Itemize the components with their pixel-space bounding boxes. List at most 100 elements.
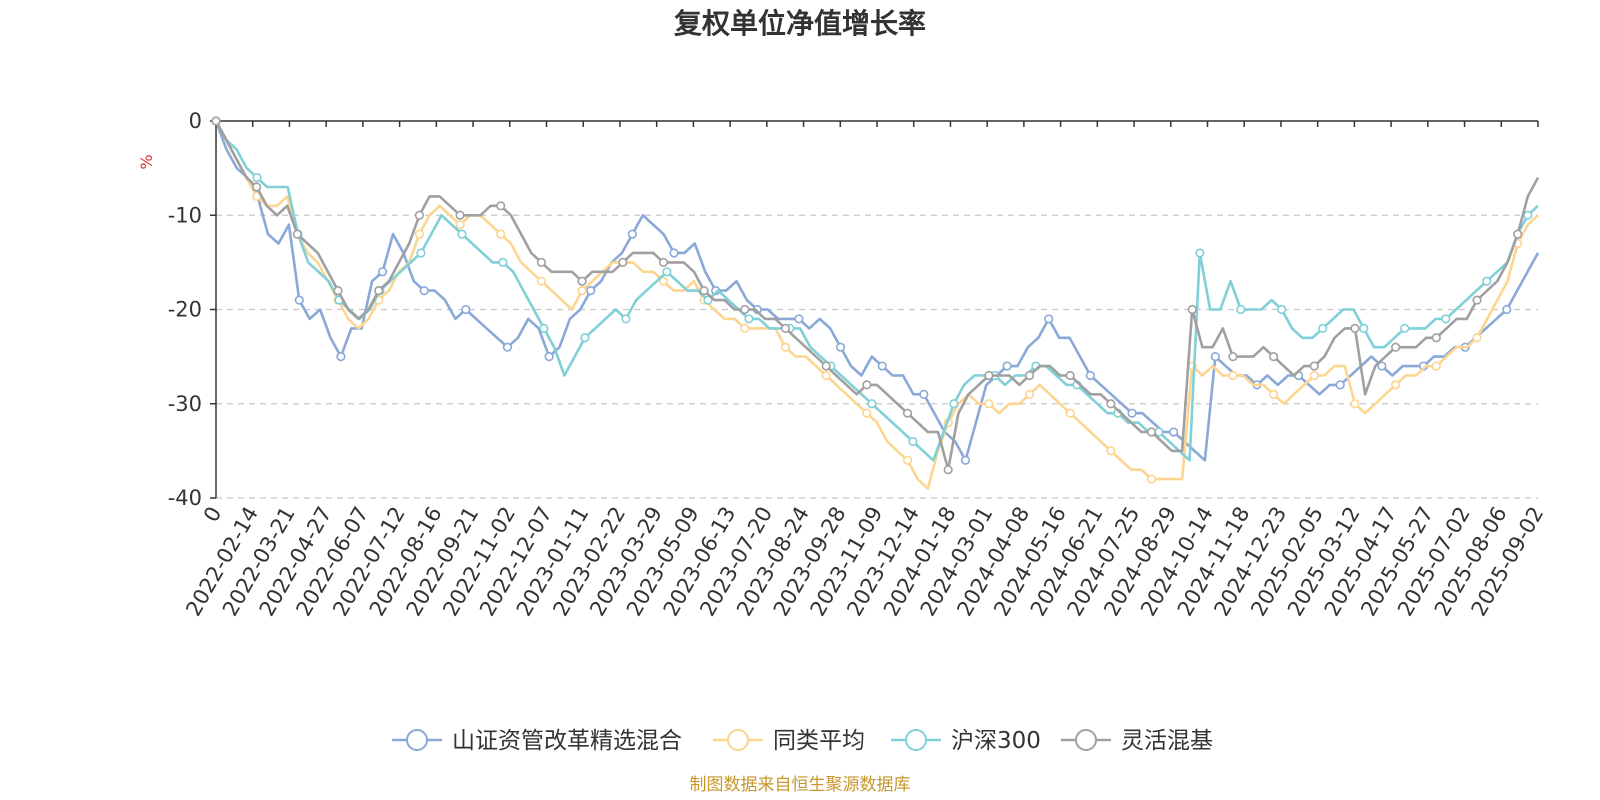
legend-item-3[interactable]: 灵活混基 — [1061, 728, 1213, 754]
series-0-point-124 — [1502, 304, 1512, 315]
series-2-point-120 — [1441, 314, 1451, 324]
series-2-point-124 — [1482, 276, 1492, 286]
series-1-point-108 — [1309, 370, 1319, 381]
series-0-point-112 — [1377, 361, 1387, 371]
y-axis-unit: % — [137, 154, 156, 169]
series-0-point-44 — [669, 248, 679, 258]
series-3-point-112 — [1350, 323, 1360, 333]
series-3-point-48 — [699, 286, 709, 296]
series-2-point-28 — [498, 257, 508, 267]
series-1-point-76 — [984, 399, 994, 409]
series-2-point-32 — [539, 323, 549, 333]
x-tick-label-0: 0 — [199, 503, 226, 527]
series-3-point-16 — [374, 286, 384, 296]
series-1-point-64 — [862, 408, 872, 418]
series-2-point-108 — [1318, 323, 1328, 333]
legend-label-1: 同类平均 — [773, 728, 865, 754]
series-3-point-76 — [984, 370, 994, 381]
series-3-point-88 — [1106, 399, 1116, 409]
series-0-point-108 — [1335, 380, 1345, 390]
legend-label-3: 灵活混基 — [1121, 728, 1213, 754]
series-0-point-92 — [1169, 427, 1179, 437]
data-source-note: 制图数据来自恒生聚源数据库 — [690, 775, 911, 795]
legend-item-0[interactable]: 山证资管改革精选混合 — [392, 728, 682, 754]
series-3-point-116 — [1391, 342, 1401, 352]
series-2-point-64 — [867, 399, 877, 409]
series-2-point-36 — [580, 333, 590, 343]
series-2-point-52 — [744, 314, 754, 324]
series-0-point-20 — [419, 286, 429, 296]
series-3-point-128 — [1513, 229, 1523, 239]
legend-item-2[interactable]: 沪深300 — [891, 728, 1041, 754]
y-tick-labels: 0 -10 -20 -30 -40 — [168, 109, 202, 510]
series-2-point-72 — [949, 399, 959, 409]
series-3-point-100 — [1228, 352, 1238, 362]
series-3-point-4 — [252, 182, 262, 192]
series-3-point-28 — [496, 201, 506, 211]
series-0-point-12 — [336, 352, 346, 362]
legend-label-0: 山证资管改革精选混合 — [452, 728, 682, 754]
series-0-point-96 — [1210, 352, 1220, 362]
series-0-point-32 — [544, 352, 554, 362]
legend-label-2: 沪深300 — [951, 728, 1041, 754]
series-0-point-80 — [1044, 314, 1054, 324]
series-3-point-64 — [862, 380, 872, 390]
series-3-point-40 — [618, 257, 628, 267]
series-3-point-44 — [658, 257, 669, 267]
series-1-point-116 — [1391, 380, 1401, 390]
series-1-point-28 — [496, 229, 506, 239]
series-3-point-20 — [414, 210, 424, 220]
series-2-point-20 — [416, 248, 426, 258]
legend-marker-2 — [905, 729, 927, 751]
series-0-point-24 — [461, 304, 471, 315]
series-3-point-52 — [740, 304, 750, 315]
series-0-point-28 — [502, 342, 513, 352]
series-1-point-36 — [577, 286, 587, 296]
series-1-point-92 — [1146, 474, 1157, 484]
grid-lines — [216, 214, 1538, 499]
series-1-point-100 — [1228, 370, 1238, 381]
series-0-point-84 — [1085, 370, 1095, 381]
series-2-point-104 — [1277, 304, 1287, 315]
series-1-point-24 — [455, 220, 465, 230]
series-1-point-120 — [1431, 361, 1441, 371]
series-0-point-72 — [960, 455, 971, 465]
series-3-point-60 — [821, 361, 831, 371]
y-tick-label-4: -40 — [168, 486, 202, 510]
series-1-point-44 — [658, 276, 669, 286]
series-3-point-96 — [1187, 304, 1197, 315]
series-2-point-4 — [252, 172, 262, 183]
legend[interactable]: 山证资管改革精选混合 同类平均 沪深300 灵活混基 — [392, 728, 1213, 754]
legend-marker-0 — [406, 729, 428, 751]
y-tick-label-2: -20 — [168, 298, 202, 322]
series-2-point-68 — [908, 436, 918, 447]
series-3-point-80 — [1024, 370, 1035, 381]
series-0-point-36 — [586, 286, 596, 296]
y-tick-label-1: -10 — [168, 203, 202, 227]
series-2-point-100 — [1236, 304, 1246, 315]
series-2-point-40 — [621, 314, 631, 324]
legend-marker-3 — [1075, 729, 1097, 751]
series-1-point-60 — [821, 370, 831, 381]
series-1-point-68 — [902, 455, 913, 465]
legend-marker-1 — [727, 729, 749, 751]
series-line-0 — [214, 120, 1540, 462]
series-0-point-64 — [877, 361, 887, 371]
series-2-point-24 — [457, 229, 467, 239]
legend-item-1[interactable]: 同类平均 — [713, 728, 865, 754]
series-1-point-104 — [1268, 389, 1279, 399]
series-2-point-44 — [662, 267, 672, 277]
series-0-point-16 — [377, 267, 388, 277]
series-0-point-76 — [1002, 361, 1012, 371]
series-line-3 — [214, 120, 1540, 472]
series-2-point-112 — [1359, 323, 1369, 333]
series-2-point-96 — [1195, 248, 1205, 258]
series-3-point-24 — [455, 210, 465, 220]
series-3-point-68 — [902, 408, 913, 418]
series-0-point-60 — [835, 342, 846, 352]
series-1-point-32 — [536, 276, 547, 286]
series-1-point-124 — [1472, 333, 1482, 343]
series-3-point-32 — [536, 257, 547, 267]
series-2-point-128 — [1523, 210, 1533, 220]
